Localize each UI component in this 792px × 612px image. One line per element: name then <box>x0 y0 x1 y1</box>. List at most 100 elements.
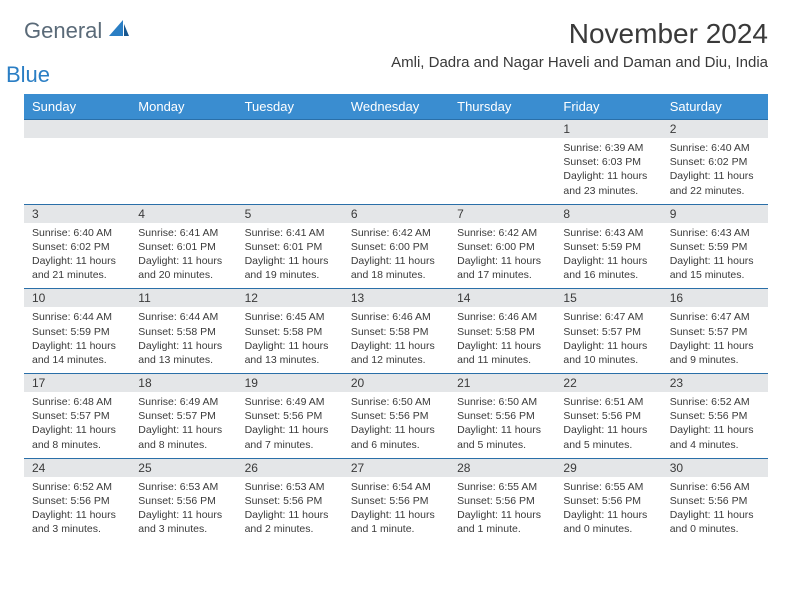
daylight-text: Daylight: 11 hours and 16 minutes. <box>563 254 653 282</box>
daylight-text: Daylight: 11 hours and 18 minutes. <box>351 254 441 282</box>
day-content-row: Sunrise: 6:40 AMSunset: 6:02 PMDaylight:… <box>24 223 768 289</box>
day-number-cell <box>343 120 449 139</box>
day-content-cell: Sunrise: 6:40 AMSunset: 6:02 PMDaylight:… <box>662 138 768 204</box>
day-content-cell: Sunrise: 6:49 AMSunset: 5:57 PMDaylight:… <box>130 392 236 458</box>
sunrise-text: Sunrise: 6:49 AM <box>138 395 228 409</box>
sunset-text: Sunset: 5:57 PM <box>670 325 760 339</box>
day-content-cell: Sunrise: 6:46 AMSunset: 5:58 PMDaylight:… <box>343 307 449 373</box>
day-number-cell: 29 <box>555 458 661 477</box>
day-number-cell: 23 <box>662 374 768 393</box>
day-content-cell: Sunrise: 6:46 AMSunset: 5:58 PMDaylight:… <box>449 307 555 373</box>
weekday-header: Monday <box>130 94 236 120</box>
sunrise-text: Sunrise: 6:42 AM <box>351 226 441 240</box>
day-content-cell: Sunrise: 6:47 AMSunset: 5:57 PMDaylight:… <box>662 307 768 373</box>
day-number-cell <box>237 120 343 139</box>
day-number-cell: 5 <box>237 204 343 223</box>
location-subtitle: Amli, Dadra and Nagar Haveli and Daman a… <box>391 54 768 71</box>
day-number-cell: 25 <box>130 458 236 477</box>
sunset-text: Sunset: 6:01 PM <box>245 240 335 254</box>
logo-word-general: General <box>24 18 102 43</box>
day-content-cell <box>343 138 449 204</box>
day-number-row: 17181920212223 <box>24 374 768 393</box>
day-number-cell: 8 <box>555 204 661 223</box>
calendar-page: General Blue November 2024 Amli, Dadra a… <box>0 0 792 560</box>
daylight-text: Daylight: 11 hours and 23 minutes. <box>563 169 653 197</box>
calendar-header-row: SundayMondayTuesdayWednesdayThursdayFrid… <box>24 94 768 120</box>
weekday-header: Wednesday <box>343 94 449 120</box>
day-number-cell: 30 <box>662 458 768 477</box>
day-content-cell: Sunrise: 6:48 AMSunset: 5:57 PMDaylight:… <box>24 392 130 458</box>
day-content-cell <box>449 138 555 204</box>
day-content-cell: Sunrise: 6:51 AMSunset: 5:56 PMDaylight:… <box>555 392 661 458</box>
day-content-cell: Sunrise: 6:45 AMSunset: 5:58 PMDaylight:… <box>237 307 343 373</box>
daylight-text: Daylight: 11 hours and 8 minutes. <box>138 423 228 451</box>
sunrise-text: Sunrise: 6:50 AM <box>457 395 547 409</box>
weekday-header: Tuesday <box>237 94 343 120</box>
day-number-cell: 28 <box>449 458 555 477</box>
logo: General Blue <box>24 18 129 88</box>
day-number-cell: 21 <box>449 374 555 393</box>
daylight-text: Daylight: 11 hours and 17 minutes. <box>457 254 547 282</box>
sunset-text: Sunset: 5:57 PM <box>138 409 228 423</box>
day-number-cell <box>130 120 236 139</box>
sunrise-text: Sunrise: 6:55 AM <box>563 480 653 494</box>
sunrise-text: Sunrise: 6:45 AM <box>245 310 335 324</box>
sunset-text: Sunset: 5:56 PM <box>457 494 547 508</box>
sunset-text: Sunset: 5:58 PM <box>138 325 228 339</box>
day-number-cell: 14 <box>449 289 555 308</box>
daylight-text: Daylight: 11 hours and 0 minutes. <box>670 508 760 536</box>
day-number-cell: 2 <box>662 120 768 139</box>
day-number-cell <box>449 120 555 139</box>
day-content-cell: Sunrise: 6:39 AMSunset: 6:03 PMDaylight:… <box>555 138 661 204</box>
sunset-text: Sunset: 5:58 PM <box>457 325 547 339</box>
sunrise-text: Sunrise: 6:49 AM <box>245 395 335 409</box>
sunset-text: Sunset: 5:56 PM <box>457 409 547 423</box>
day-content-cell: Sunrise: 6:49 AMSunset: 5:56 PMDaylight:… <box>237 392 343 458</box>
sunset-text: Sunset: 5:57 PM <box>563 325 653 339</box>
day-number-cell: 12 <box>237 289 343 308</box>
daylight-text: Daylight: 11 hours and 20 minutes. <box>138 254 228 282</box>
daylight-text: Daylight: 11 hours and 21 minutes. <box>32 254 122 282</box>
day-content-cell: Sunrise: 6:55 AMSunset: 5:56 PMDaylight:… <box>449 477 555 543</box>
day-content-row: Sunrise: 6:39 AMSunset: 6:03 PMDaylight:… <box>24 138 768 204</box>
sunrise-text: Sunrise: 6:40 AM <box>32 226 122 240</box>
sunset-text: Sunset: 5:56 PM <box>138 494 228 508</box>
daylight-text: Daylight: 11 hours and 3 minutes. <box>138 508 228 536</box>
day-content-cell: Sunrise: 6:52 AMSunset: 5:56 PMDaylight:… <box>662 392 768 458</box>
day-number-cell: 10 <box>24 289 130 308</box>
day-content-cell: Sunrise: 6:53 AMSunset: 5:56 PMDaylight:… <box>237 477 343 543</box>
day-number-cell: 6 <box>343 204 449 223</box>
day-number-cell: 26 <box>237 458 343 477</box>
sunrise-text: Sunrise: 6:41 AM <box>245 226 335 240</box>
sunset-text: Sunset: 6:03 PM <box>563 155 653 169</box>
logo-word-blue: Blue <box>6 62 129 88</box>
sunset-text: Sunset: 6:02 PM <box>670 155 760 169</box>
day-number-cell: 13 <box>343 289 449 308</box>
daylight-text: Daylight: 11 hours and 3 minutes. <box>32 508 122 536</box>
day-number-cell: 3 <box>24 204 130 223</box>
sunset-text: Sunset: 6:00 PM <box>351 240 441 254</box>
sunset-text: Sunset: 5:56 PM <box>563 494 653 508</box>
sunrise-text: Sunrise: 6:43 AM <box>563 226 653 240</box>
sunset-text: Sunset: 5:56 PM <box>245 494 335 508</box>
sunrise-text: Sunrise: 6:47 AM <box>670 310 760 324</box>
sunrise-text: Sunrise: 6:52 AM <box>670 395 760 409</box>
sunset-text: Sunset: 5:58 PM <box>245 325 335 339</box>
day-number-cell: 20 <box>343 374 449 393</box>
day-content-cell: Sunrise: 6:40 AMSunset: 6:02 PMDaylight:… <box>24 223 130 289</box>
daylight-text: Daylight: 11 hours and 8 minutes. <box>32 423 122 451</box>
page-header: General Blue November 2024 Amli, Dadra a… <box>24 18 768 88</box>
day-number-cell: 27 <box>343 458 449 477</box>
day-number-cell: 11 <box>130 289 236 308</box>
day-content-cell: Sunrise: 6:47 AMSunset: 5:57 PMDaylight:… <box>555 307 661 373</box>
sunrise-text: Sunrise: 6:53 AM <box>245 480 335 494</box>
weekday-header: Saturday <box>662 94 768 120</box>
daylight-text: Daylight: 11 hours and 1 minute. <box>457 508 547 536</box>
month-title: November 2024 <box>391 18 768 50</box>
sunrise-text: Sunrise: 6:52 AM <box>32 480 122 494</box>
day-content-cell: Sunrise: 6:41 AMSunset: 6:01 PMDaylight:… <box>237 223 343 289</box>
day-content-cell <box>130 138 236 204</box>
daylight-text: Daylight: 11 hours and 4 minutes. <box>670 423 760 451</box>
daylight-text: Daylight: 11 hours and 14 minutes. <box>32 339 122 367</box>
daylight-text: Daylight: 11 hours and 12 minutes. <box>351 339 441 367</box>
